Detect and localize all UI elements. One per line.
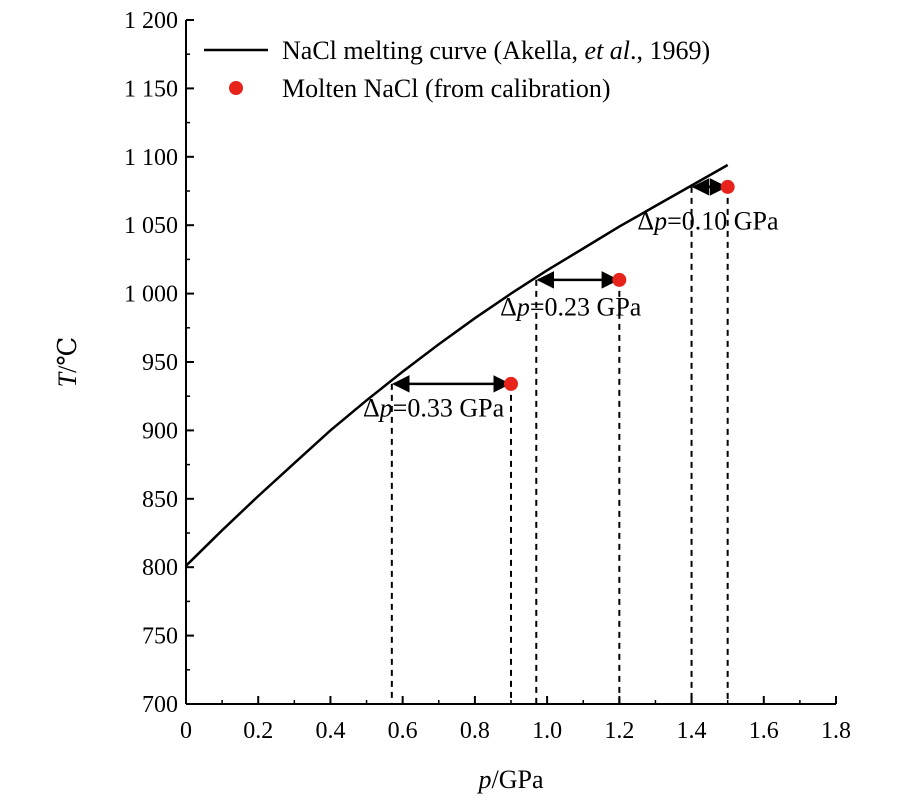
legend-point-swatch [229, 81, 243, 95]
x-axis-unit: /GPa [492, 765, 544, 794]
delta-arrows [392, 178, 728, 393]
delta-var: p [652, 206, 667, 235]
delta-symbol: Δ [363, 394, 380, 423]
legend: NaCl melting curve (Akella, et al., 1969… [204, 36, 710, 103]
melting-curve [185, 163, 729, 567]
y-tick-label: 1 200 [124, 8, 178, 34]
x-tick-label: 0.6 [388, 718, 418, 744]
y-tick-label: 1 100 [124, 145, 178, 171]
y-tick-label: 1 000 [124, 282, 178, 308]
x-tick-label: 1.0 [532, 718, 562, 744]
y-axis-unit: /℃ [53, 337, 82, 373]
y-axis-title: T/℃ [53, 337, 82, 388]
y-tick-label: 1 150 [124, 76, 178, 102]
legend-label-melting-curve: NaCl melting curve (Akella, et al., 1969… [282, 36, 710, 65]
legend-text-part: et al [585, 36, 631, 65]
x-tick-label: 0.8 [460, 718, 490, 744]
y-tick-label: 850 [142, 487, 178, 513]
y-axis-var: T [53, 371, 82, 387]
legend-text-part: NaCl melting curve (Akella, [282, 36, 585, 65]
delta-value: =0.33 GPa [393, 394, 505, 423]
molten-points [504, 179, 735, 391]
legend-label-molten-nacl: Molten NaCl (from calibration) [282, 74, 611, 103]
delta-value: =0.10 GPa [667, 206, 779, 235]
x-axis-var: p [477, 765, 492, 794]
x-axis-title: p/GPa [477, 765, 544, 794]
delta-var: p [378, 394, 393, 423]
molten-nacl-point [612, 272, 627, 287]
y-tick-label: 950 [142, 350, 178, 376]
x-tick-label: 1.8 [821, 718, 851, 744]
delta-symbol: Δ [500, 292, 517, 321]
molten-nacl-point [504, 376, 518, 391]
axes-frame [185, 20, 836, 705]
delta-var: p [515, 292, 530, 321]
x-tick-label: 0 [180, 718, 192, 744]
y-tick-label: 800 [142, 555, 178, 581]
y-tick-label: 900 [142, 418, 178, 444]
ticks: 0 0.2 0.4 0.6 0.8 1.0 1.2 1.4 1.6 1.8 700 750 800 850… [124, 8, 851, 744]
delta-p-label: Δp=0.10 GPa [637, 206, 779, 235]
y-tick-label: 1 050 [124, 213, 178, 239]
guide-lines [390, 186, 729, 704]
delta-p-label: Δp=0.33 GPa [363, 394, 505, 423]
y-tick-label: 700 [142, 692, 178, 718]
x-tick-label: 1.2 [604, 718, 634, 744]
x-tick-label: 1.6 [749, 718, 779, 744]
x-tick-label: 0.4 [315, 718, 345, 744]
melting-curve-line [185, 163, 729, 567]
x-tick-label: 1.4 [677, 718, 707, 744]
x-tick-label: 0.2 [243, 718, 273, 744]
delta-symbol: Δ [637, 206, 654, 235]
y-tick-label: 750 [142, 624, 178, 650]
molten-nacl-point [720, 179, 735, 194]
delta-value: =0.23 GPa [530, 292, 642, 321]
legend-text-part: ., 1969) [630, 36, 710, 65]
delta-p-label: Δp=0.23 GPa [500, 292, 642, 321]
